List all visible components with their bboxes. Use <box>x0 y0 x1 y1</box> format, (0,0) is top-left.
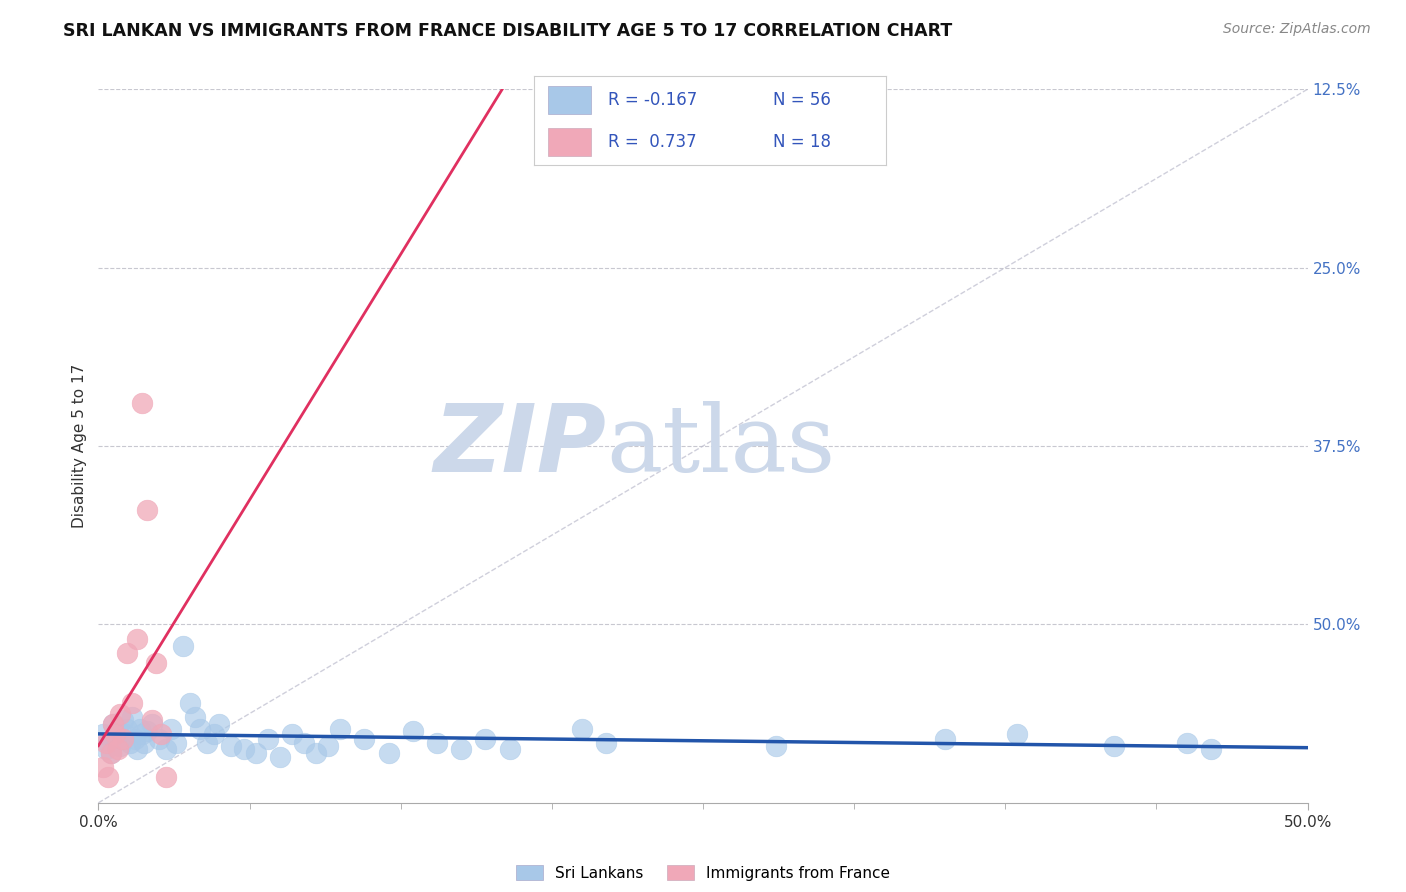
Point <box>571 722 593 736</box>
Point <box>498 741 520 756</box>
Point <box>141 713 163 727</box>
Point <box>108 739 131 753</box>
Point <box>121 696 143 710</box>
Point <box>474 731 496 746</box>
Point <box>145 656 167 670</box>
Text: ZIP: ZIP <box>433 400 606 492</box>
Point <box>353 731 375 746</box>
Point <box>117 722 139 736</box>
Point <box>232 741 254 756</box>
Point <box>765 739 787 753</box>
Y-axis label: Disability Age 5 to 17: Disability Age 5 to 17 <box>72 364 87 528</box>
Point <box>1007 727 1029 741</box>
Point <box>377 746 399 760</box>
Point <box>1175 736 1198 750</box>
Text: Source: ZipAtlas.com: Source: ZipAtlas.com <box>1223 22 1371 37</box>
Point <box>108 707 131 722</box>
Point <box>292 736 315 750</box>
Point <box>128 722 150 736</box>
Point <box>131 396 153 410</box>
Point <box>100 746 122 760</box>
Point <box>1102 739 1125 753</box>
Point <box>160 722 183 736</box>
Point <box>111 713 134 727</box>
Point <box>97 736 120 750</box>
Point <box>402 724 425 739</box>
Point <box>127 741 149 756</box>
Text: SRI LANKAN VS IMMIGRANTS FROM FRANCE DISABILITY AGE 5 TO 17 CORRELATION CHART: SRI LANKAN VS IMMIGRANTS FROM FRANCE DIS… <box>63 22 952 40</box>
Point <box>121 710 143 724</box>
Point <box>107 741 129 756</box>
Point <box>131 727 153 741</box>
Point <box>155 741 177 756</box>
Point <box>135 503 157 517</box>
Point <box>179 696 201 710</box>
FancyBboxPatch shape <box>548 86 591 114</box>
Point <box>107 724 129 739</box>
Point <box>1199 741 1222 756</box>
Point <box>91 727 114 741</box>
Point <box>118 736 141 750</box>
FancyBboxPatch shape <box>548 128 591 156</box>
Text: N = 56: N = 56 <box>773 91 831 109</box>
Point <box>245 746 267 760</box>
Point <box>172 639 194 653</box>
Point <box>305 746 328 760</box>
Text: R = -0.167: R = -0.167 <box>609 91 697 109</box>
Point <box>256 731 278 746</box>
Point <box>97 770 120 784</box>
Point <box>100 746 122 760</box>
Text: N = 18: N = 18 <box>773 133 831 151</box>
Point <box>101 717 124 731</box>
Text: R =  0.737: R = 0.737 <box>609 133 697 151</box>
Point <box>204 727 226 741</box>
Point <box>165 736 187 750</box>
Text: atlas: atlas <box>606 401 835 491</box>
Point <box>155 770 177 784</box>
Point <box>127 632 149 646</box>
Point <box>208 717 231 731</box>
Point <box>595 736 617 750</box>
Point <box>150 727 173 741</box>
Point <box>101 717 124 731</box>
Point <box>221 739 243 753</box>
Point <box>94 736 117 750</box>
Point <box>104 731 127 746</box>
Point <box>269 750 291 764</box>
Point <box>184 710 207 724</box>
Point <box>329 722 352 736</box>
Point <box>148 731 170 746</box>
Point <box>141 717 163 731</box>
Point <box>934 731 956 746</box>
Point <box>124 731 146 746</box>
Point <box>111 731 134 746</box>
Point <box>188 722 211 736</box>
Point <box>135 724 157 739</box>
Point <box>134 736 156 750</box>
Point <box>195 736 218 750</box>
Point <box>114 727 136 741</box>
Point <box>91 760 114 774</box>
Point <box>104 727 127 741</box>
Point <box>450 741 472 756</box>
Point <box>316 739 339 753</box>
Legend: Sri Lankans, Immigrants from France: Sri Lankans, Immigrants from France <box>516 865 890 880</box>
Point <box>281 727 304 741</box>
Point <box>117 646 139 660</box>
Point <box>94 741 117 756</box>
Point <box>426 736 449 750</box>
